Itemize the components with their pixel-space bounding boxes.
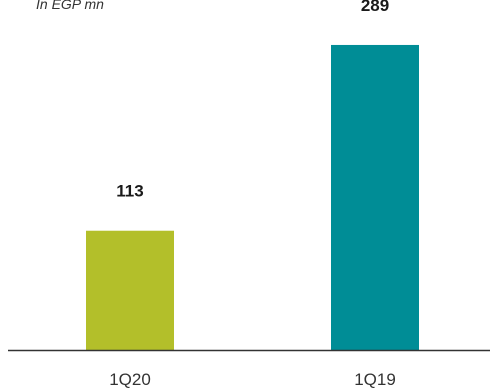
data-label-1Q20: 113	[116, 182, 143, 201]
data-label-1Q19: 289	[361, 0, 389, 15]
x-tick-label-1Q20: 1Q20	[109, 370, 151, 389]
unit-note: In EGP mn	[36, 0, 104, 12]
bar-1Q20	[86, 230, 174, 350]
x-tick-label-1Q19: 1Q19	[354, 370, 396, 389]
bar-1Q19	[331, 44, 419, 350]
